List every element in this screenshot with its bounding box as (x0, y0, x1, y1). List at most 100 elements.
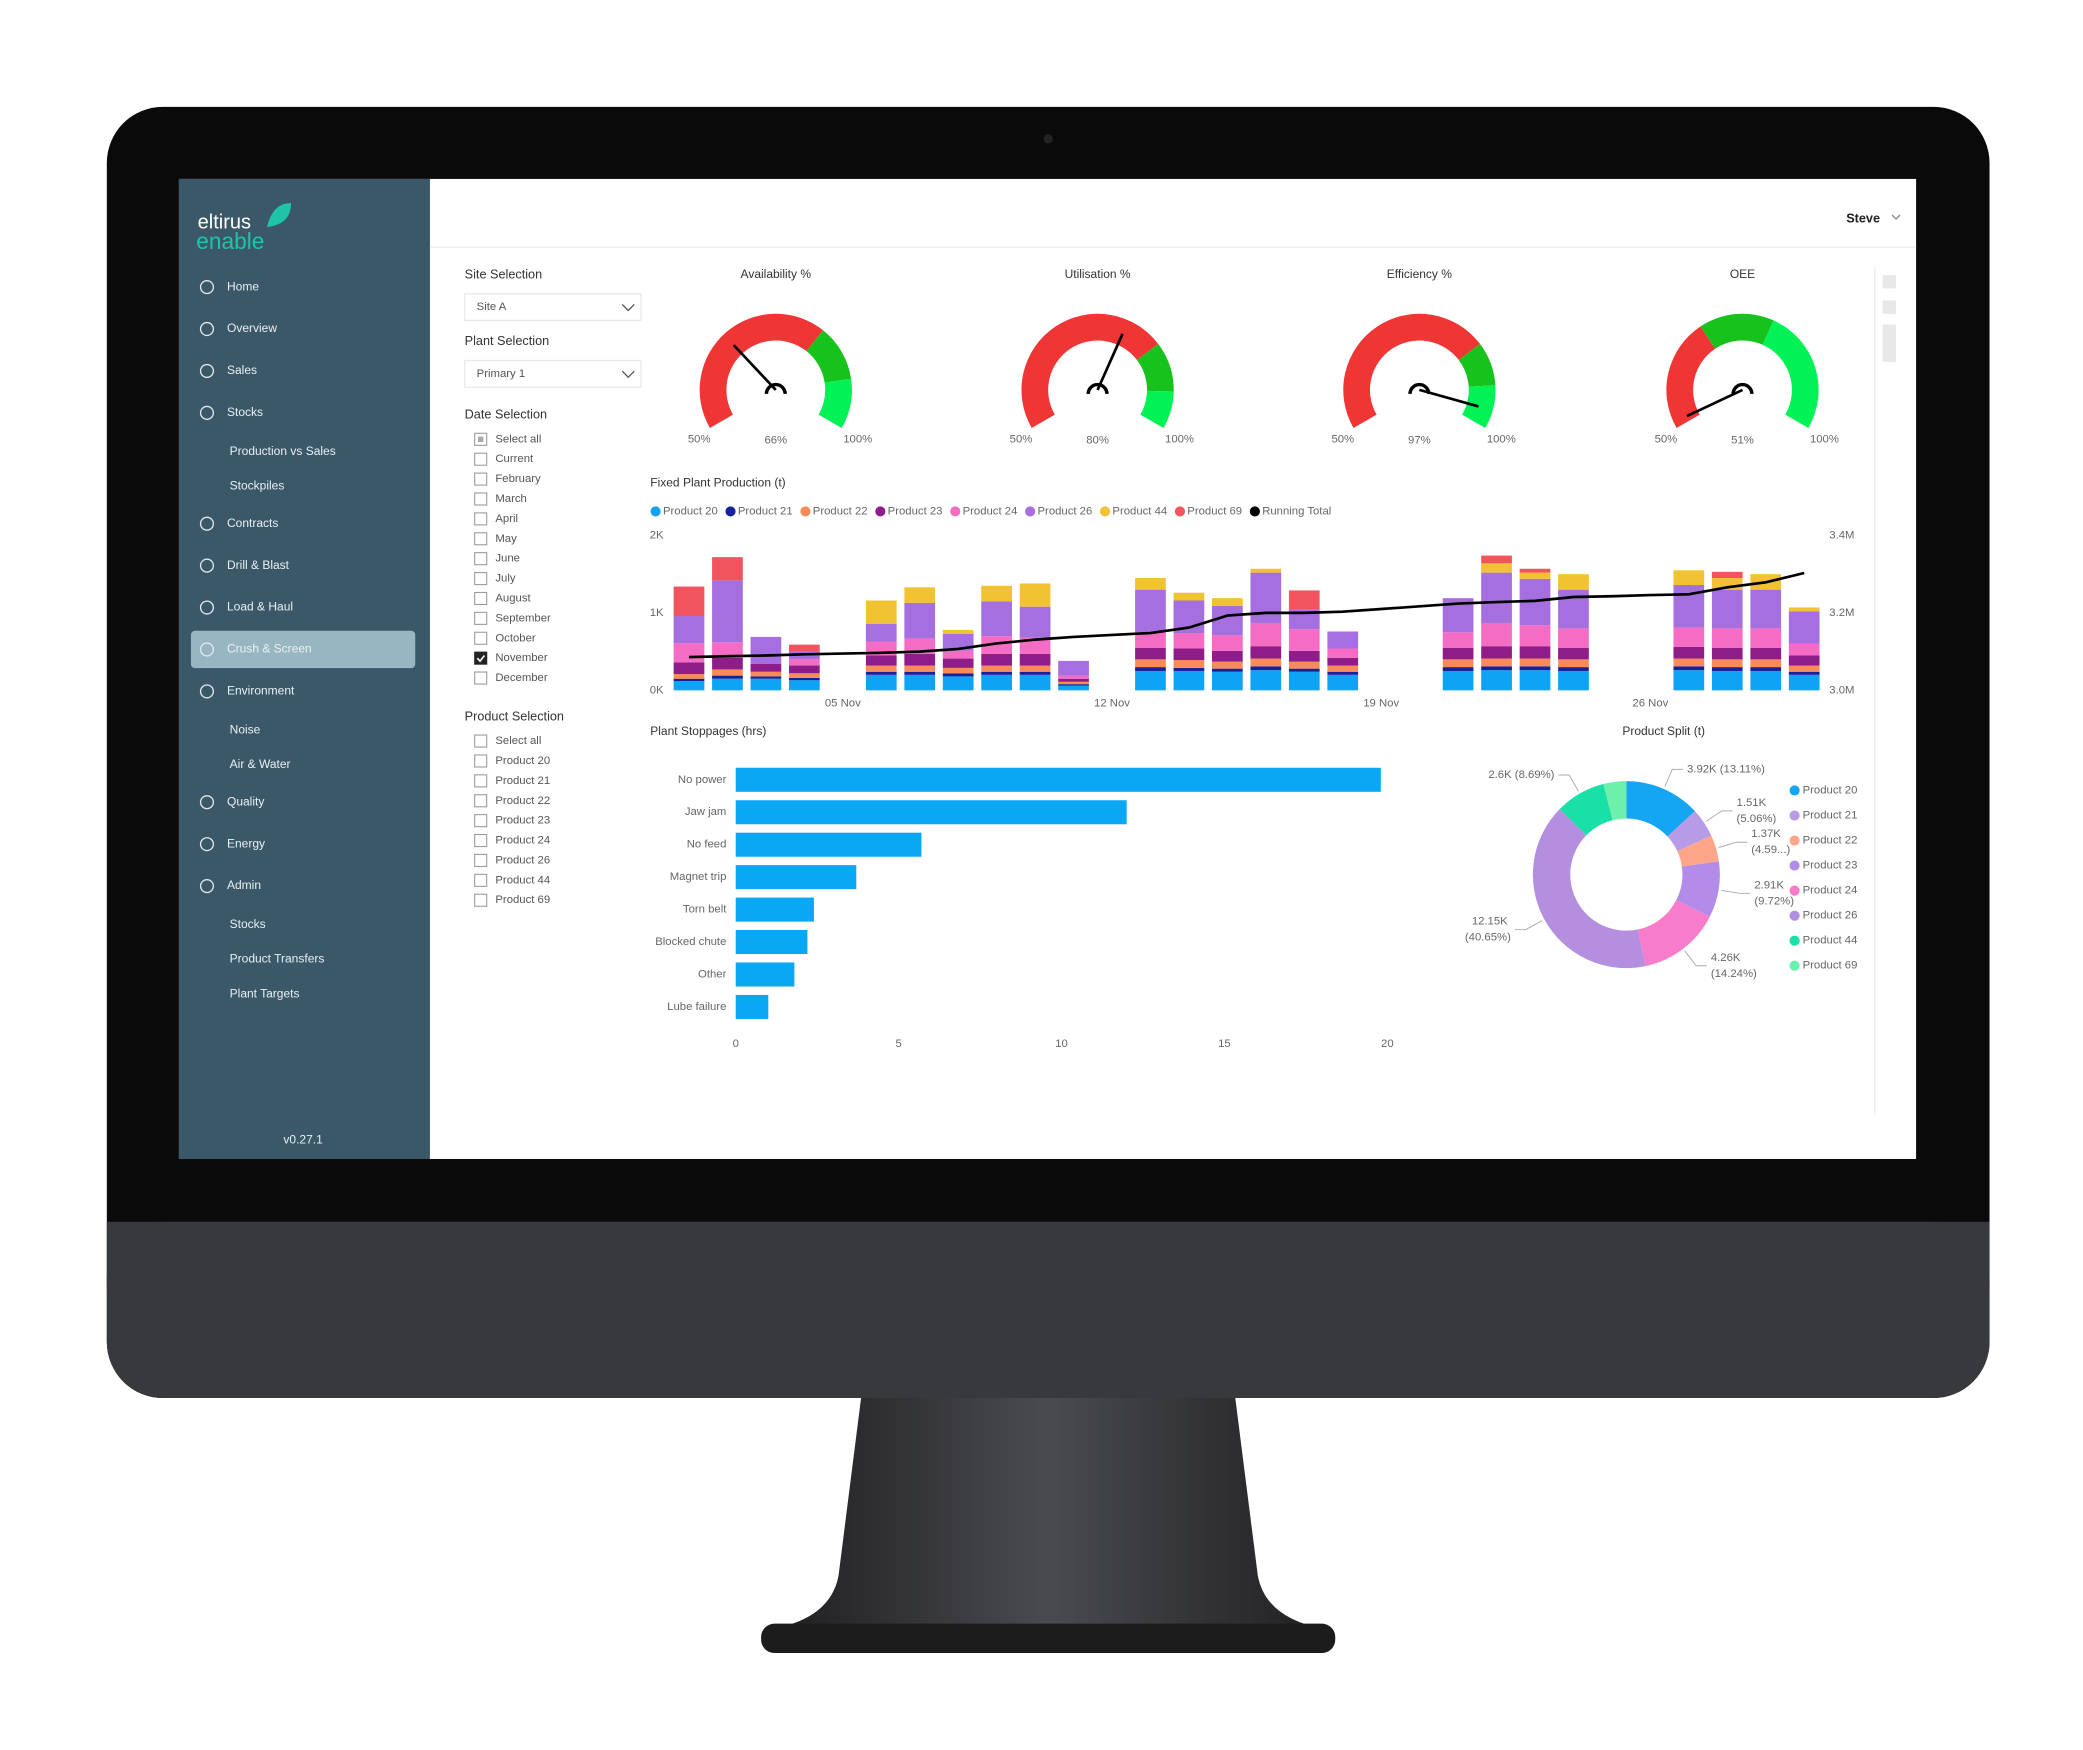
legend-swatch[interactable] (1174, 506, 1186, 517)
legend-swatch[interactable] (1789, 860, 1800, 871)
checkbox[interactable] (474, 512, 488, 526)
checkbox[interactable] (474, 873, 488, 887)
filter-option[interactable]: October (495, 632, 536, 644)
legend-swatch[interactable] (875, 506, 886, 517)
dropdown-value[interactable]: Site A (477, 301, 507, 313)
nav-subitem[interactable]: Air & Water (230, 757, 291, 771)
legend-label[interactable]: Product 24 (1803, 885, 1858, 897)
nav-item[interactable]: Admin (227, 878, 261, 892)
nav-item[interactable]: Overview (227, 321, 277, 335)
legend-swatch[interactable] (1249, 506, 1260, 517)
checkbox[interactable] (474, 552, 488, 566)
filter-option[interactable]: September (495, 612, 551, 624)
filter-option[interactable]: Current (495, 453, 534, 465)
legend-label[interactable]: Product 20 (663, 505, 718, 517)
legend-label[interactable]: Product 69 (1803, 960, 1858, 972)
checkbox[interactable] (474, 452, 488, 466)
legend-label[interactable]: Product 20 (1803, 784, 1858, 796)
dropdown[interactable] (464, 293, 642, 322)
legend-label[interactable]: Product 26 (1803, 910, 1858, 922)
legend-swatch[interactable] (1789, 935, 1800, 946)
filter-option[interactable]: July (495, 573, 515, 585)
checkbox[interactable] (474, 774, 488, 788)
checkbox[interactable] (474, 754, 488, 768)
scroll-button[interactable] (1882, 300, 1897, 314)
checkbox[interactable] (474, 794, 488, 808)
nav-item[interactable]: Crush & Screen (227, 642, 312, 656)
checkbox[interactable] (474, 591, 488, 606)
legend-label[interactable]: Product 23 (888, 505, 943, 517)
legend-label[interactable]: Product 26 (1037, 505, 1092, 517)
legend-label[interactable]: Product 21 (1803, 810, 1858, 822)
legend-swatch[interactable] (1789, 910, 1800, 921)
filter-option[interactable]: Product 44 (495, 874, 550, 886)
checkbox[interactable] (474, 671, 488, 685)
checkbox[interactable] (474, 734, 488, 748)
legend-label[interactable]: Product 44 (1803, 935, 1858, 947)
filter-option[interactable]: Select all (495, 735, 541, 747)
filter-option[interactable]: February (495, 473, 541, 485)
legend-swatch[interactable] (1789, 835, 1800, 846)
legend-label[interactable]: Product 22 (813, 505, 868, 517)
nav-item[interactable]: Load & Haul (227, 600, 293, 614)
nav-subitem[interactable]: Noise (230, 722, 261, 736)
legend-swatch[interactable] (1789, 885, 1800, 896)
filter-option[interactable]: November (495, 652, 547, 664)
filter-option[interactable]: April (495, 513, 518, 525)
filter-option[interactable]: Product 21 (495, 775, 550, 787)
legend-label[interactable]: Product 69 (1187, 505, 1242, 517)
checkbox[interactable] (474, 492, 488, 506)
nav-subitem[interactable]: Stockpiles (230, 478, 285, 492)
legend-swatch[interactable] (1789, 960, 1800, 971)
nav-item[interactable]: Stocks (227, 405, 263, 419)
legend-label[interactable]: Product 22 (1803, 835, 1858, 847)
dropdown[interactable] (464, 359, 642, 388)
checkbox[interactable] (474, 532, 488, 546)
dropdown-value[interactable]: Primary 1 (477, 368, 525, 380)
checkbox[interactable] (474, 893, 488, 907)
legend-swatch[interactable] (1099, 506, 1111, 517)
nav-subitem[interactable]: Stocks (230, 917, 266, 931)
filter-option[interactable]: Product 24 (495, 835, 550, 847)
filter-option[interactable]: May (495, 533, 517, 545)
filter-option[interactable]: Product 22 (495, 795, 550, 807)
legend-swatch[interactable] (1789, 810, 1800, 821)
legend-swatch[interactable] (650, 506, 661, 517)
filter-option[interactable]: Product 20 (495, 755, 550, 767)
legend-label[interactable]: Product 44 (1112, 505, 1167, 517)
nav-subitem[interactable]: Product Transfers (230, 952, 325, 966)
checkbox[interactable] (474, 572, 488, 586)
legend-label[interactable]: Running Total (1262, 505, 1331, 517)
nav-item[interactable]: Home (227, 279, 259, 293)
nav-item[interactable]: Drill & Blast (227, 558, 290, 572)
checkbox[interactable] (474, 853, 488, 867)
checkbox[interactable] (474, 834, 488, 848)
nav-item[interactable]: Sales (227, 363, 257, 377)
dropdown-chevron[interactable] (621, 303, 635, 312)
legend-swatch[interactable] (1789, 785, 1800, 796)
nav-item[interactable]: Energy (227, 836, 265, 850)
legend-swatch[interactable] (950, 506, 961, 517)
filter-option[interactable]: Product 69 (495, 894, 550, 906)
legend-swatch[interactable] (1025, 506, 1036, 517)
scroll-thumb[interactable] (1882, 324, 1897, 362)
filter-option[interactable]: March (495, 493, 526, 505)
filter-option[interactable]: Product 26 (495, 854, 550, 866)
checkbox[interactable] (474, 631, 488, 645)
legend-label[interactable]: Product 24 (963, 505, 1018, 517)
user-name[interactable]: Steve (1846, 211, 1880, 225)
legend-label[interactable]: Product 21 (738, 505, 793, 517)
nav-item[interactable]: Contracts (227, 516, 278, 530)
dropdown-chevron[interactable] (621, 370, 635, 379)
checkbox[interactable] (474, 472, 488, 486)
user-chevron[interactable] (1891, 214, 1901, 220)
legend-label[interactable]: Product 23 (1803, 860, 1858, 872)
nav-item[interactable]: Quality (227, 794, 264, 808)
filter-option[interactable]: Product 23 (495, 815, 550, 827)
nav-subitem[interactable]: Plant Targets (230, 986, 300, 1000)
checkbox[interactable] (474, 611, 488, 625)
nav-item[interactable]: Environment (227, 684, 295, 698)
filter-option[interactable]: August (495, 592, 531, 604)
checkbox[interactable] (474, 651, 488, 665)
nav-subitem[interactable]: Production vs Sales (230, 444, 336, 458)
